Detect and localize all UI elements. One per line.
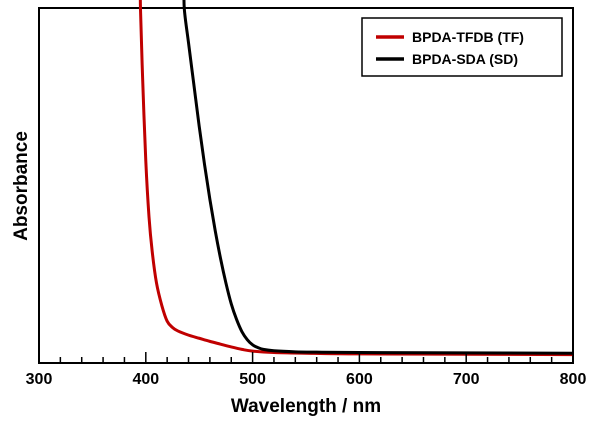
x-axis-title: Wavelength / nm [231, 396, 381, 417]
x-tick-label: 800 [560, 371, 587, 388]
x-tick-label: 300 [26, 371, 53, 388]
x-tick-label: 400 [132, 371, 159, 388]
series-line-bpda-sda-sd [182, 0, 573, 355]
legend-label-bpda-tfdb-tf: BPDA-TFDB (TF) [412, 29, 524, 45]
x-tick-label: 700 [453, 371, 480, 388]
legend-box [361, 17, 563, 77]
x-tick-label: 500 [239, 371, 266, 388]
legend-label-bpda-sda-sd: BPDA-SDA (SD) [412, 51, 518, 67]
x-tick-label: 600 [346, 371, 373, 388]
plot-area-frame [38, 7, 574, 364]
y-axis-title: Absorbance [11, 131, 32, 241]
